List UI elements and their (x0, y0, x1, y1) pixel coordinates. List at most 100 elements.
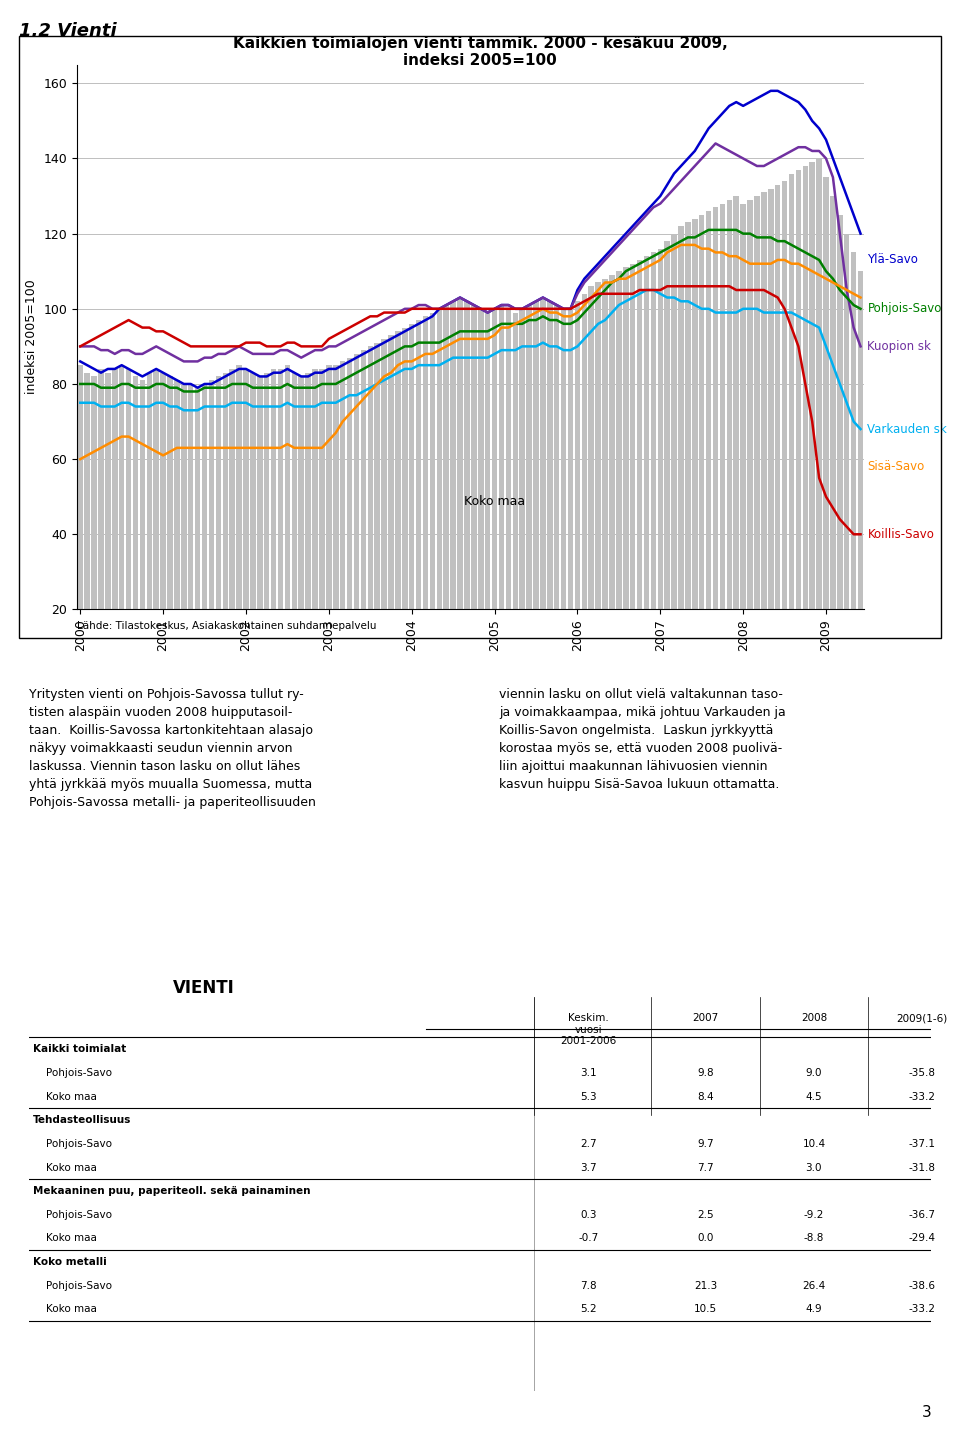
Bar (775, 185, 780, 684)
Bar (740, 204, 746, 684)
Bar (202, 384, 207, 684)
Bar (837, 215, 843, 684)
Bar (630, 264, 636, 684)
Text: Yritysten vienti on Pohjois-Savossa tullut ry-
tisten alaspäin vuoden 2008 huipp: Yritysten vienti on Pohjois-Savossa tull… (29, 688, 316, 809)
Bar (554, 305, 560, 684)
Bar (747, 199, 753, 684)
Bar (132, 377, 138, 684)
Bar (388, 336, 394, 684)
Text: 7.8: 7.8 (580, 1281, 596, 1291)
Text: VIENTI: VIENTI (173, 978, 234, 997)
Bar (761, 192, 767, 684)
Text: 7.7: 7.7 (697, 1163, 714, 1173)
Bar (789, 174, 794, 684)
Bar (851, 252, 856, 684)
Text: -36.7: -36.7 (909, 1210, 936, 1220)
Bar (824, 178, 828, 684)
Text: 2009(1-6): 2009(1-6) (897, 1012, 948, 1022)
Bar (816, 159, 822, 684)
Bar (402, 327, 408, 684)
Bar (340, 361, 346, 684)
Text: 26.4: 26.4 (803, 1281, 826, 1291)
Bar (444, 305, 449, 684)
Bar (326, 366, 331, 684)
Bar (167, 377, 173, 684)
Text: -33.2: -33.2 (909, 1091, 936, 1101)
Text: Pohjois-Savo: Pohjois-Savo (868, 303, 942, 315)
Bar (658, 248, 663, 684)
Bar (98, 369, 104, 684)
Bar (498, 305, 504, 684)
Text: Koko maa: Koko maa (34, 1163, 97, 1173)
Bar (692, 218, 698, 684)
Bar (396, 331, 400, 684)
Bar (457, 297, 463, 684)
Bar (526, 305, 532, 684)
Bar (181, 384, 186, 684)
Bar (844, 234, 850, 684)
Text: 0.3: 0.3 (580, 1210, 596, 1220)
Bar (588, 287, 594, 684)
Bar (679, 227, 684, 684)
Bar (139, 380, 145, 684)
Text: 2008: 2008 (801, 1012, 827, 1022)
Text: 2.7: 2.7 (580, 1139, 596, 1149)
Bar (602, 278, 608, 684)
Text: Pohjois-Savo: Pohjois-Savo (34, 1139, 112, 1149)
Text: Kuopion sk: Kuopion sk (868, 340, 931, 353)
Bar (720, 204, 725, 684)
Text: 3.0: 3.0 (805, 1163, 822, 1173)
Bar (299, 377, 304, 684)
Bar (223, 373, 228, 684)
Bar (251, 373, 255, 684)
Bar (858, 271, 863, 684)
Bar (374, 343, 380, 684)
Bar (353, 354, 359, 684)
Bar (264, 373, 270, 684)
Text: Kaikkien toimialojen vienti tammik. 2000 - kesäkuu 2009,
indeksi 2005=100: Kaikkien toimialojen vienti tammik. 2000… (232, 36, 728, 69)
Bar (292, 373, 297, 684)
Text: 2.5: 2.5 (697, 1210, 714, 1220)
Bar (644, 257, 649, 684)
Bar (664, 241, 670, 684)
Text: 5.2: 5.2 (580, 1305, 596, 1315)
Bar (126, 369, 132, 684)
Text: Koko metalli: Koko metalli (34, 1258, 108, 1268)
Bar (381, 338, 387, 684)
Text: -0.7: -0.7 (578, 1233, 598, 1243)
Bar (533, 301, 539, 684)
Bar (465, 301, 469, 684)
Bar (257, 377, 262, 684)
Text: Kaikki toimialat: Kaikki toimialat (34, 1044, 127, 1054)
Bar (809, 162, 815, 684)
Bar (616, 271, 622, 684)
Bar (561, 308, 566, 684)
Bar (216, 377, 221, 684)
Text: 9.0: 9.0 (805, 1068, 822, 1078)
Bar (312, 369, 318, 684)
Bar (582, 294, 588, 684)
Bar (368, 347, 373, 684)
Bar (229, 369, 235, 684)
Bar (547, 301, 553, 684)
Text: Tehdasteollisuus: Tehdasteollisuus (34, 1116, 132, 1126)
Bar (781, 181, 787, 684)
Bar (154, 369, 159, 684)
Text: 1.2 Vienti: 1.2 Vienti (19, 22, 117, 40)
Text: 8.4: 8.4 (697, 1091, 714, 1101)
Bar (305, 373, 311, 684)
Bar (768, 188, 774, 684)
Text: 10.5: 10.5 (694, 1305, 717, 1315)
Bar (195, 387, 201, 684)
Text: 10.4: 10.4 (803, 1139, 826, 1149)
Bar (236, 366, 242, 684)
Bar (84, 373, 90, 684)
Bar (636, 260, 642, 684)
Text: 9.8: 9.8 (697, 1068, 714, 1078)
Text: -37.1: -37.1 (909, 1139, 936, 1149)
Bar (174, 380, 180, 684)
Bar (333, 366, 339, 684)
Bar (519, 308, 525, 684)
Bar (347, 357, 352, 684)
Bar (796, 169, 802, 684)
